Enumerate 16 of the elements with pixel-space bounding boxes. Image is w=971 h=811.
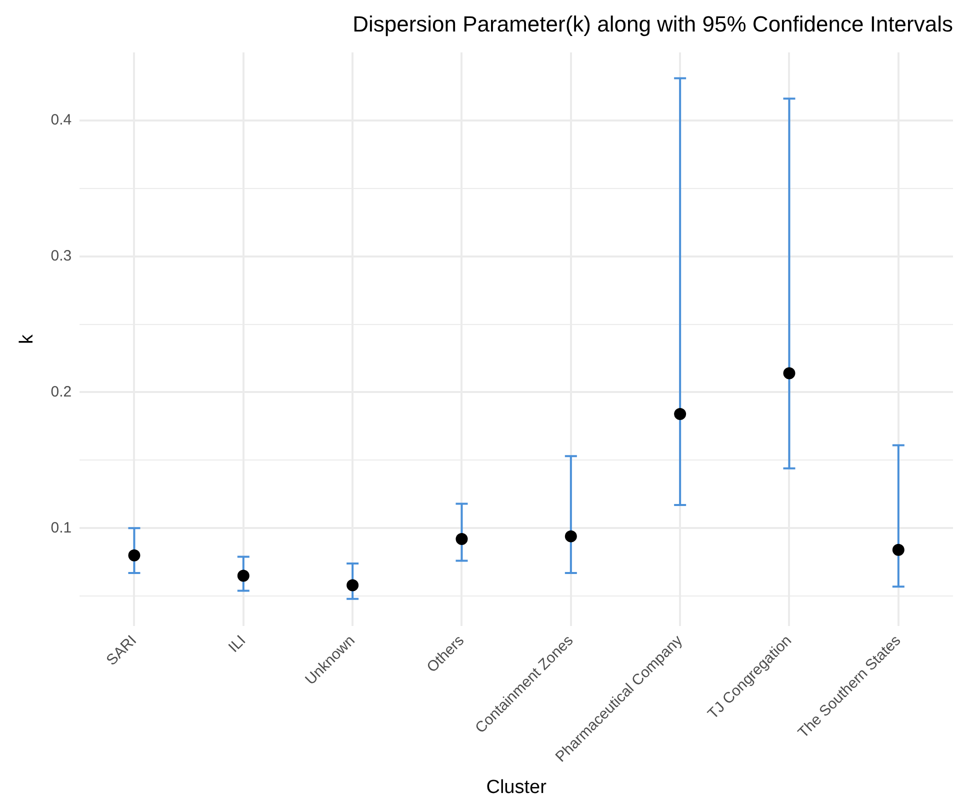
point: [237, 570, 250, 582]
x-axis-title: Cluster: [486, 776, 548, 798]
point: [564, 530, 577, 542]
point: [783, 367, 796, 380]
chart-title: Dispersion Parameter(k) along with 95% Confidence Intervals: [352, 11, 953, 36]
y-tick-label: 0.1: [50, 519, 72, 536]
point: [674, 408, 686, 420]
y-axis-title: k: [16, 334, 38, 344]
point: [892, 544, 904, 556]
y-tick-label: 0.2: [50, 383, 72, 400]
x-tick-label: ILI: [225, 632, 250, 656]
point: [346, 579, 359, 592]
point: [128, 549, 140, 562]
y-tick-label: 0.4: [50, 112, 72, 129]
point: [456, 533, 468, 546]
y-tick-label: 0.3: [50, 247, 72, 264]
